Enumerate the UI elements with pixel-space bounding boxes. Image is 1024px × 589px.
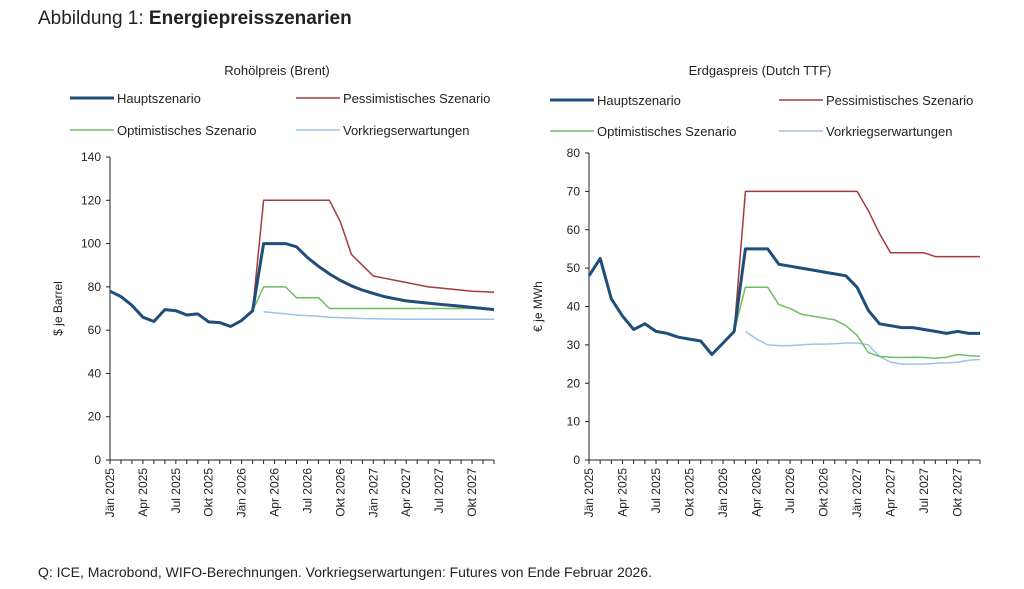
chart-2: Erdgaspreis (Dutch TTF) Hauptszenario Pess…	[531, 63, 981, 518]
y-tick-label: 30	[567, 338, 581, 352]
y-tick-label: 70	[567, 184, 581, 198]
series-line-haupt	[587, 247, 980, 356]
series-line-haupt	[109, 242, 495, 328]
y-tick-label: 60	[88, 323, 102, 337]
y-tick-label: 50	[567, 261, 581, 275]
x-tick-label: Okt 2025	[202, 468, 216, 517]
series-line-pessimistisch	[733, 190, 980, 332]
x-tick-label: Jul 2026	[300, 468, 314, 514]
legend-label-optimistisch: Optimistisches Szenario	[597, 124, 736, 139]
source-note: Q: ICE, Macrobond, WIFO-Berechnungen. Vo…	[38, 564, 652, 580]
x-tick-label: Jul 2027	[432, 468, 446, 514]
x-tick-label: Apr 2027	[399, 468, 413, 517]
x-tick-label: Jän 2025	[103, 468, 117, 518]
y-tick-label: 10	[567, 415, 581, 429]
series-line-vorkrieg	[744, 330, 981, 365]
chart-title: Rohölpreis (Brent)	[224, 63, 330, 78]
x-tick-label: Okt 2025	[683, 468, 697, 517]
legend-label-haupt: Hauptszenario	[117, 91, 201, 106]
x-tick-label: Jän 2027	[366, 468, 380, 518]
x-tick-label: Jul 2027	[917, 468, 931, 514]
legend-label-haupt: Hauptszenario	[597, 93, 681, 108]
y-tick-label: 80	[567, 146, 581, 160]
series-line-pessimistisch	[251, 199, 495, 311]
y-tick-label: 140	[81, 150, 101, 164]
y-tick-label: 100	[81, 237, 101, 251]
x-tick-label: Okt 2026	[333, 468, 347, 517]
x-tick-label: Jän 2025	[582, 468, 596, 518]
y-tick-label: 0	[573, 453, 580, 467]
legend-label-pessimistisch: Pessimistisches Szenario	[826, 93, 973, 108]
x-tick-label: Jul 2025	[169, 468, 183, 514]
y-axis-label: € je MWh	[531, 281, 545, 332]
x-tick-label: Okt 2027	[465, 468, 479, 517]
x-tick-label: Jän 2026	[235, 468, 249, 518]
chart-title: Erdgaspreis (Dutch TTF)	[689, 63, 832, 78]
y-tick-label: 0	[94, 453, 101, 467]
figure-label: Abbildung 1:	[38, 8, 149, 29]
chart-1: Rohölpreis (Brent) Hauptszenario Pessimist…	[51, 63, 495, 518]
y-tick-label: 80	[88, 280, 102, 294]
y-tick-label: 40	[88, 366, 102, 380]
y-tick-label: 60	[567, 223, 581, 237]
x-tick-label: Jän 2026	[716, 468, 730, 518]
series-line-vorkrieg	[263, 310, 494, 321]
x-tick-label: Apr 2026	[750, 468, 764, 517]
series-line-optimistisch	[251, 286, 494, 312]
x-tick-label: Jul 2025	[649, 468, 663, 514]
x-tick-label: Apr 2025	[616, 468, 630, 517]
y-tick-label: 120	[81, 193, 101, 207]
x-tick-label: Okt 2027	[951, 468, 965, 517]
legend-label-vorkrieg: Vorkriegserwartungen	[826, 124, 952, 139]
y-tick-label: 20	[567, 376, 581, 390]
x-tick-label: Jul 2026	[783, 468, 797, 514]
legend-label-vorkrieg: Vorkriegserwartungen	[343, 123, 469, 138]
x-tick-label: Apr 2027	[884, 468, 898, 517]
legend-label-optimistisch: Optimistisches Szenario	[117, 123, 256, 138]
x-tick-label: Okt 2026	[817, 468, 831, 517]
y-tick-label: 20	[88, 410, 102, 424]
y-axis-label: $ je Barrel	[51, 281, 65, 336]
x-tick-label: Jän 2027	[850, 468, 864, 518]
y-tick-label: 40	[567, 300, 581, 314]
figure-title-text: Energiepreisszenarien	[148, 8, 352, 29]
legend-label-pessimistisch: Pessimistisches Szenario	[343, 91, 490, 106]
figure-title: Abbildung 1: Energiepreisszenarien	[38, 8, 352, 30]
x-tick-label: Apr 2026	[268, 468, 282, 517]
x-tick-label: Apr 2025	[136, 468, 150, 517]
series-line-optimistisch	[733, 286, 981, 360]
